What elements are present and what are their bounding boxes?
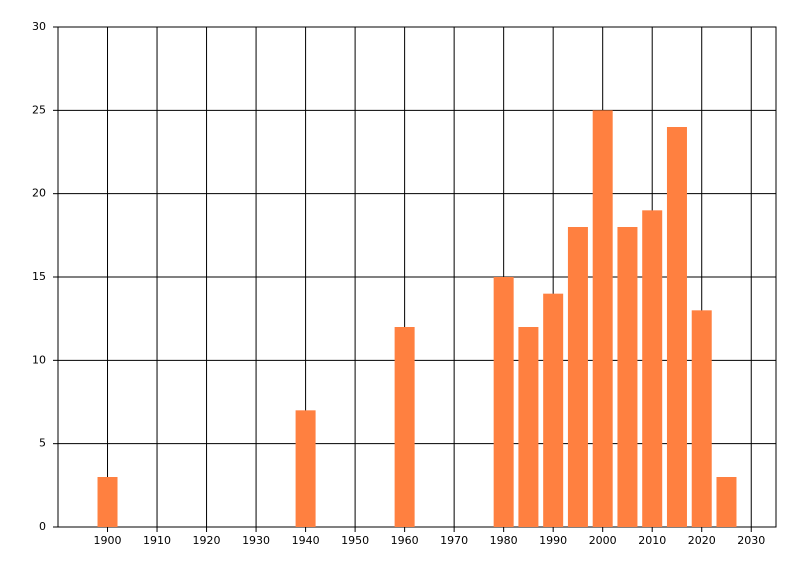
x-tick-label: 2030 <box>737 534 765 547</box>
bar <box>97 477 118 527</box>
bar <box>617 227 638 527</box>
x-tick-label: 2010 <box>638 534 666 547</box>
x-tick-label: 1950 <box>341 534 369 547</box>
y-tick-label: 20 <box>32 187 46 200</box>
bar <box>493 277 514 527</box>
bar <box>666 127 687 527</box>
bar <box>716 477 737 527</box>
bar <box>642 210 663 528</box>
y-tick-label: 5 <box>39 437 46 450</box>
x-tick-label: 1990 <box>539 534 567 547</box>
x-tick-label: 1900 <box>94 534 122 547</box>
x-tick-label: 1910 <box>143 534 171 547</box>
y-tick-label: 15 <box>32 270 46 283</box>
x-tick-label: 1970 <box>440 534 468 547</box>
y-tick-label: 10 <box>32 353 46 366</box>
bar <box>543 293 564 527</box>
x-tick-label: 1960 <box>391 534 419 547</box>
bar <box>592 110 613 527</box>
bar <box>394 327 415 527</box>
x-tick-label: 1920 <box>193 534 221 547</box>
y-tick-label: 30 <box>32 20 46 33</box>
x-tick-label: 2020 <box>688 534 716 547</box>
bar <box>295 410 316 527</box>
y-tick-label: 25 <box>32 103 46 116</box>
x-tick-label: 2000 <box>589 534 617 547</box>
bar <box>567 227 588 527</box>
x-tick-label: 1930 <box>242 534 270 547</box>
x-tick-label: 1980 <box>490 534 518 547</box>
bar <box>518 327 539 527</box>
y-tick-label: 0 <box>39 520 46 533</box>
x-tick-label: 1940 <box>292 534 320 547</box>
bar <box>691 310 712 527</box>
